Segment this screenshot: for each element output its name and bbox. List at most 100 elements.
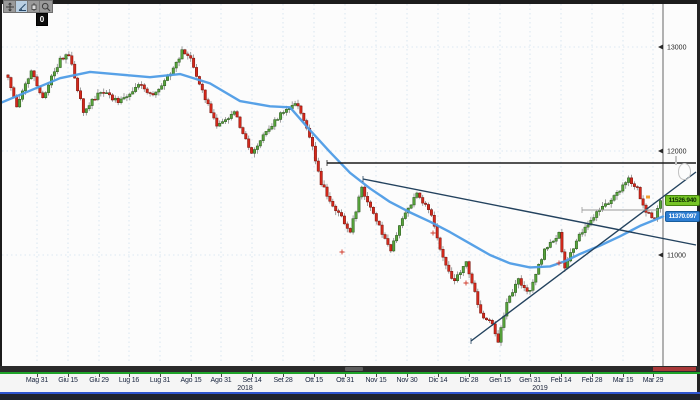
candlestick-tool-button[interactable] (28, 1, 40, 12)
candle (606, 203, 610, 205)
candle (154, 91, 158, 96)
candle (29, 70, 33, 80)
candle (615, 192, 619, 196)
candle (134, 86, 138, 92)
candle (55, 67, 59, 73)
candle (102, 92, 106, 94)
candle (514, 283, 517, 293)
candle (389, 244, 393, 252)
candle (284, 109, 288, 113)
x-axis-label: Dic 28 (459, 376, 479, 384)
candle (328, 196, 332, 202)
plus-marker (463, 280, 469, 286)
candle (409, 204, 413, 209)
candle (595, 211, 599, 218)
candle (340, 212, 343, 217)
candle (180, 49, 184, 60)
candle (44, 92, 48, 98)
candle (528, 290, 532, 292)
candle (279, 112, 283, 120)
candle (87, 105, 91, 110)
axis-separator-line (0, 372, 700, 374)
candle (90, 98, 94, 106)
candle (145, 88, 149, 93)
candle (635, 186, 639, 188)
candle (105, 92, 109, 94)
candle (122, 97, 126, 100)
candle (79, 90, 82, 99)
x-axis-label: Mar 29 (642, 376, 664, 384)
candle (461, 266, 465, 273)
candle (224, 119, 227, 122)
x-axis-tick (314, 373, 315, 377)
candle (453, 278, 457, 282)
zoom-tool-button[interactable] (40, 1, 52, 12)
candle (435, 226, 439, 239)
scrollbar-thumb[interactable] (345, 367, 363, 371)
y-axis-label: 13000 (667, 45, 687, 52)
x-axis-tick (530, 373, 531, 377)
candle (334, 205, 338, 212)
horizontal-scrollbar[interactable] (0, 366, 700, 373)
x-axis-label: Mar 15 (612, 376, 634, 384)
candle (131, 91, 135, 95)
x-axis-label: Ott 31 (336, 376, 354, 384)
trendlines-layer (326, 160, 697, 344)
candle (470, 273, 474, 284)
candle (331, 201, 335, 207)
candle (429, 209, 433, 216)
candle (163, 80, 167, 87)
tool-count-badge: 0 (36, 13, 48, 26)
candle (548, 242, 552, 248)
candle (650, 212, 654, 219)
x-axis-label: Ago 31 (210, 376, 232, 384)
x-axis-tick (191, 373, 192, 377)
candle (386, 238, 390, 245)
candle (226, 118, 230, 120)
candle (383, 234, 387, 239)
x-axis-label: Giu 15 (58, 376, 78, 384)
event-markers (339, 195, 650, 286)
x-axis-tick (561, 373, 562, 377)
candle (293, 103, 297, 106)
descending-trendline[interactable] (362, 178, 697, 246)
candle (525, 287, 529, 292)
candle (496, 333, 500, 343)
gridlines (2, 4, 661, 362)
chart-plot-area[interactable]: 13000 12000 11000 (0, 4, 697, 366)
candle (337, 210, 341, 213)
candle (467, 261, 471, 275)
candle (258, 140, 262, 147)
candle (432, 214, 436, 227)
drawing-toolbar (3, 0, 53, 13)
y-axis-label: 12000 (667, 149, 687, 156)
candle (371, 206, 375, 214)
candle (218, 123, 222, 127)
x-axis-label: Nov 15 (365, 376, 387, 384)
candle (270, 125, 274, 130)
ascending-trendline[interactable] (470, 171, 697, 342)
candle (119, 98, 123, 103)
candlestick-chart[interactable]: 13000 12000 11000 (0, 4, 697, 366)
candle (238, 116, 242, 128)
candle (160, 85, 164, 90)
candle (177, 58, 181, 63)
candle (659, 200, 662, 209)
candle (427, 204, 430, 210)
trendline-tool-button[interactable] (16, 1, 28, 12)
candle (23, 83, 27, 92)
candle (540, 259, 544, 265)
candle (545, 247, 549, 250)
candle (35, 76, 39, 87)
candle (84, 108, 88, 113)
candle (418, 192, 422, 198)
candle (18, 98, 22, 108)
candle (377, 220, 381, 226)
crosshair-tool-button[interactable] (4, 1, 16, 12)
candle (380, 224, 384, 235)
last-price-marker (646, 195, 650, 199)
x-axis-tick (623, 373, 624, 377)
candle (476, 291, 480, 305)
angle-icon (18, 3, 26, 11)
candle (299, 105, 303, 114)
